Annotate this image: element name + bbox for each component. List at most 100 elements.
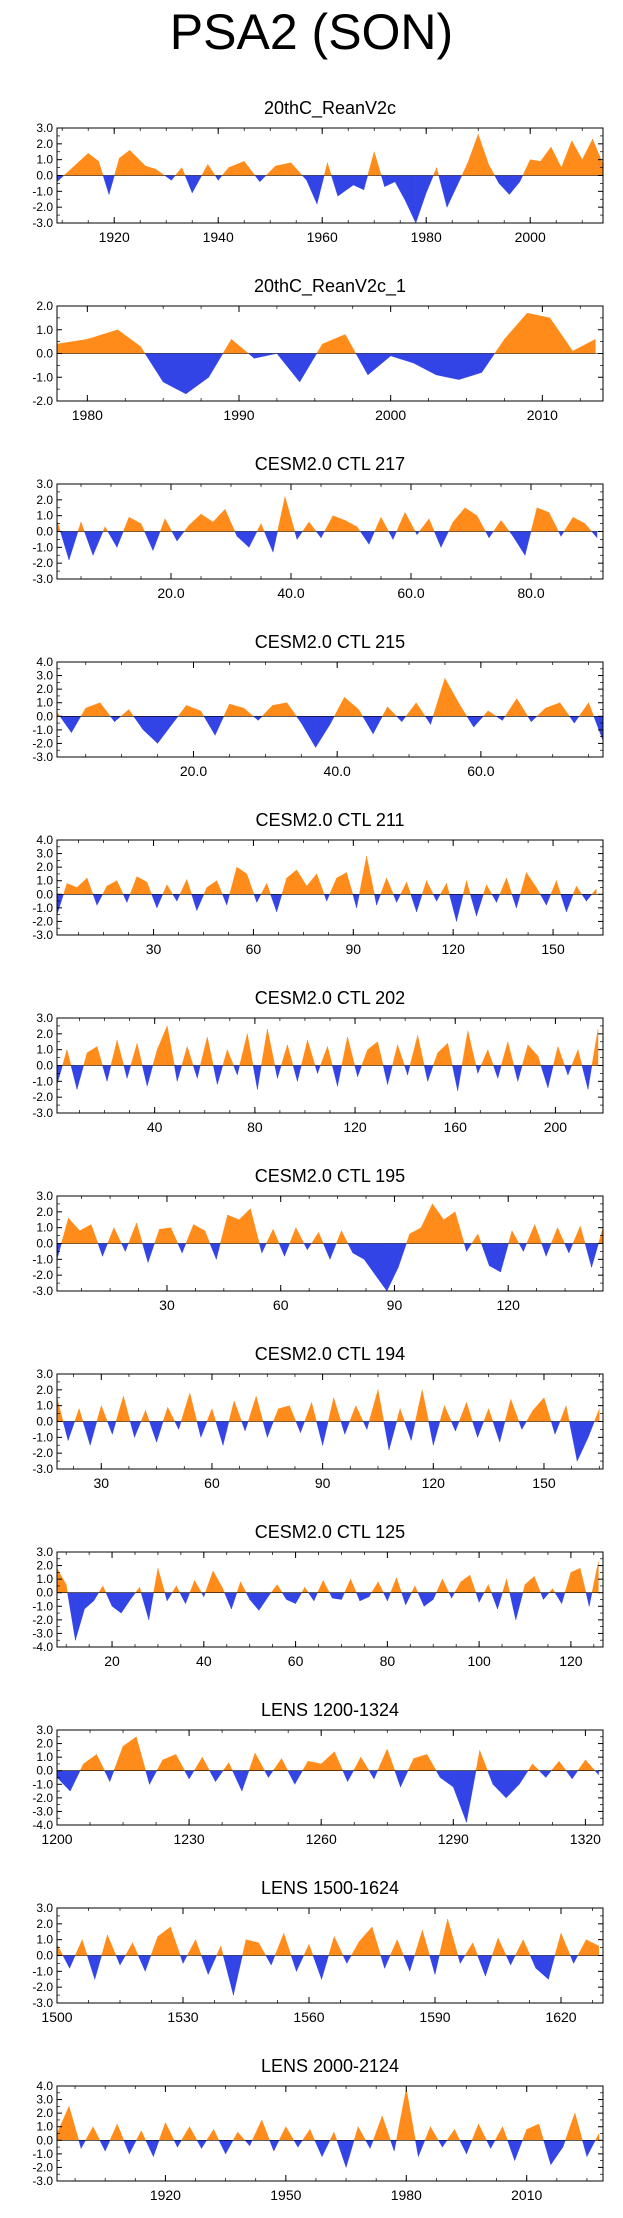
negative-area-segment [207, 1955, 217, 1975]
negative-area-segment [414, 531, 418, 535]
positive-area-segment [350, 1579, 357, 1593]
negative-area-segment [62, 1421, 69, 1441]
positive-area-segment [588, 702, 595, 717]
positive-area-segment [497, 1938, 507, 1956]
negative-area-segment [538, 1770, 546, 1778]
negative-area-segment [331, 175, 338, 197]
negative-area-segment [403, 1955, 410, 1972]
negative-area-segment [518, 1243, 524, 1253]
negative-area-segment [352, 894, 357, 908]
negative-area-segment [294, 1770, 303, 1786]
y-tick-label: -3.0 [32, 1626, 53, 1640]
negative-area-segment [174, 1065, 178, 1082]
positive-area-segment [447, 1919, 459, 1956]
positive-area-segment [488, 1408, 494, 1422]
negative-area-segment [466, 1770, 477, 1823]
negative-area-segment [405, 175, 416, 224]
x-tick-label: 160 [444, 1119, 468, 1135]
positive-area-segment [488, 164, 496, 176]
negative-area-segment [584, 1243, 592, 1268]
negative-area-segment [253, 894, 257, 903]
positive-area-segment [68, 1217, 81, 1244]
positive-area-segment [254, 1753, 266, 1771]
x-tick-label: 80 [247, 1119, 263, 1135]
negative-area-segment [177, 1243, 183, 1254]
negative-area-segment [594, 1770, 599, 1776]
positive-area-segment [406, 882, 411, 895]
positive-area-segment [212, 508, 226, 532]
negative-area-segment [383, 1592, 388, 1601]
chart-panel: LENS 2000-2124 4.0 3.0 2.0 1.0 0.0 -1.0 -2.0 -3.… [0, 2038, 623, 2218]
positive-area-segment [476, 515, 486, 532]
positive-area-segment [585, 1759, 596, 1771]
positive-area-segment [386, 877, 394, 895]
positive-area-segment [242, 1939, 247, 1956]
negative-area-segment [191, 894, 198, 911]
negative-area-segment [75, 1592, 85, 1641]
positive-area-segment [333, 1397, 342, 1422]
positive-area-segment [534, 1576, 541, 1593]
positive-area-segment [591, 1029, 599, 1066]
positive-area-segment [81, 1939, 88, 1956]
positive-area-segment [102, 886, 108, 895]
positive-area-segment [180, 1392, 191, 1422]
positive-area-segment [324, 515, 334, 532]
y-tick-label: -1.0 [32, 184, 53, 198]
y-tick-label: -3.0 [32, 1106, 53, 1120]
negative-area-segment [582, 2140, 588, 2157]
negative-area-segment [342, 1770, 348, 1782]
negative-area-segment [286, 1592, 296, 1604]
negative-area-segment [401, 716, 407, 723]
negative-area-segment [171, 175, 176, 181]
negative-area-segment [416, 894, 423, 912]
negative-area-segment [149, 1421, 157, 1443]
negative-area-segment [453, 1770, 467, 1823]
positive-area-segment [516, 697, 529, 717]
negative-area-segment [527, 716, 532, 723]
chart-title: CESM2.0 CTL 215 [255, 632, 405, 652]
negative-area-segment [543, 1592, 550, 1601]
negative-area-segment [123, 2140, 130, 2154]
positive-area-segment [202, 1757, 210, 1771]
y-tick-label: -1.0 [32, 1599, 53, 1613]
y-tick-label: 3.0 [36, 1545, 53, 1559]
negative-area-segment [439, 1770, 454, 1788]
negative-area-segment [294, 531, 298, 540]
positive-area-segment [278, 1405, 290, 1422]
negative-area-segment [564, 1243, 570, 1254]
positive-area-segment [265, 1229, 274, 1244]
positive-area-segment [440, 882, 447, 895]
positive-area-segment [439, 1919, 448, 1956]
positive-area-segment [188, 513, 202, 532]
positive-area-segment [247, 1396, 257, 1422]
positive-area-segment [256, 1396, 264, 1422]
positive-area-segment [311, 1231, 319, 1244]
positive-area-segment [145, 165, 157, 176]
negative-area-segment [541, 1243, 547, 1257]
y-tick-label: 4.0 [36, 655, 53, 669]
negative-area-segment [585, 1592, 590, 1607]
negative-area-segment [457, 1955, 461, 1964]
positive-area-segment [283, 1933, 292, 1956]
y-tick-label: -3.0 [32, 572, 53, 586]
positive-area-segment [521, 1044, 529, 1066]
negative-area-segment [249, 1592, 260, 1611]
chart-svg: CESM2.0 CTL 217 3.0 2.0 1.0 0.0-1.0 -2.0 -3.0 2… [32, 454, 604, 601]
x-tick-label: 40.0 [324, 763, 351, 779]
positive-area-segment [243, 707, 254, 717]
positive-area-segment [435, 1579, 443, 1593]
y-tick-label: 1.0 [36, 1750, 53, 1764]
positive-area-segment [397, 1044, 405, 1066]
negative-area-segment [217, 175, 223, 181]
positive-area-segment [186, 879, 192, 895]
y-tick-label: 0.0 [36, 169, 53, 183]
positive-area-segment [63, 167, 73, 176]
positive-area-segment [186, 1046, 194, 1066]
plot-frame [56, 2085, 604, 2182]
negative-area-segment [244, 1421, 249, 1432]
positive-area-segment [548, 1588, 553, 1593]
negative-area-segment [249, 2140, 253, 2146]
positive-area-segment [176, 1585, 181, 1593]
negative-area-segment [241, 1770, 250, 1792]
negative-area-segment [241, 1421, 246, 1432]
